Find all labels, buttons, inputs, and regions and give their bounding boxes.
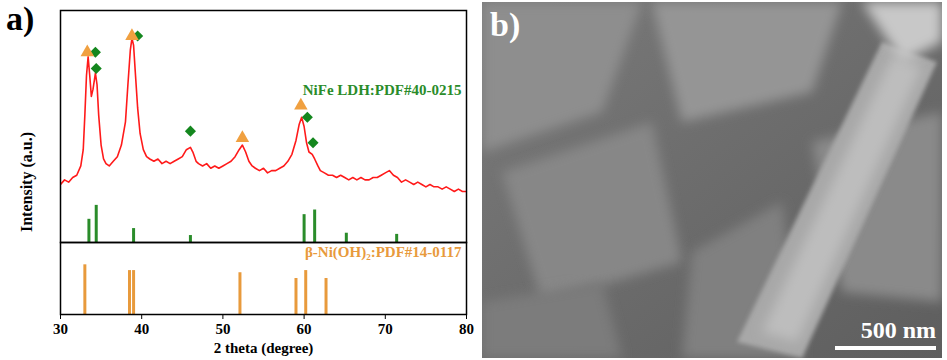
svg-text:30: 30 [53,321,68,337]
svg-text:Intensity (a.u.): Intensity (a.u.) [18,132,36,232]
svg-text:40: 40 [134,321,149,337]
html-text:a): a) [6,0,35,37]
svg-text:70: 70 [378,321,393,337]
svg-text:b): b) [490,6,520,44]
svg-text:NiFe LDH:PDF#40-0215: NiFe LDH:PDF#40-0215 [303,82,462,98]
svg-text:50: 50 [215,321,230,337]
svg-text:β-Ni(OH)₂:PDF#14-0117: β-Ni(OH)₂:PDF#14-0117 [305,244,462,261]
svg-text:500 nm: 500 nm [861,317,936,343]
svg-text:60: 60 [297,321,312,337]
svg-text:2 theta (degree): 2 theta (degree) [214,340,314,357]
svg-text:80: 80 [459,321,474,337]
